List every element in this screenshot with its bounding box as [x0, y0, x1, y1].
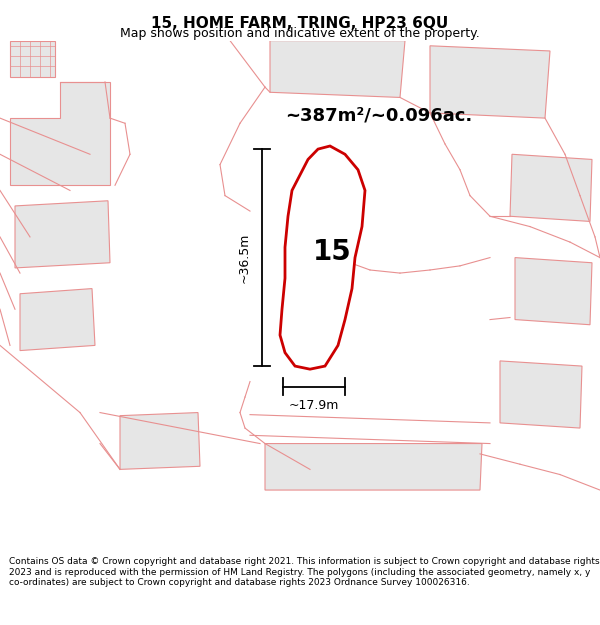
- Polygon shape: [10, 41, 55, 77]
- Text: Map shows position and indicative extent of the property.: Map shows position and indicative extent…: [120, 28, 480, 41]
- Text: ~36.5m: ~36.5m: [238, 232, 251, 282]
- Polygon shape: [280, 146, 365, 369]
- Polygon shape: [20, 289, 95, 351]
- Polygon shape: [120, 412, 200, 469]
- Polygon shape: [15, 201, 110, 268]
- Polygon shape: [430, 46, 550, 118]
- Polygon shape: [500, 361, 582, 428]
- Polygon shape: [10, 82, 110, 185]
- Text: ~17.9m: ~17.9m: [289, 399, 339, 412]
- Polygon shape: [265, 444, 482, 490]
- Text: Contains OS data © Crown copyright and database right 2021. This information is : Contains OS data © Crown copyright and d…: [9, 558, 599, 588]
- Text: 15: 15: [313, 238, 352, 266]
- Polygon shape: [510, 154, 592, 221]
- Text: 15, HOME FARM, TRING, HP23 6QU: 15, HOME FARM, TRING, HP23 6QU: [151, 16, 449, 31]
- Polygon shape: [270, 41, 405, 98]
- Polygon shape: [515, 258, 592, 325]
- Text: ~387m²/~0.096ac.: ~387m²/~0.096ac.: [285, 106, 472, 124]
